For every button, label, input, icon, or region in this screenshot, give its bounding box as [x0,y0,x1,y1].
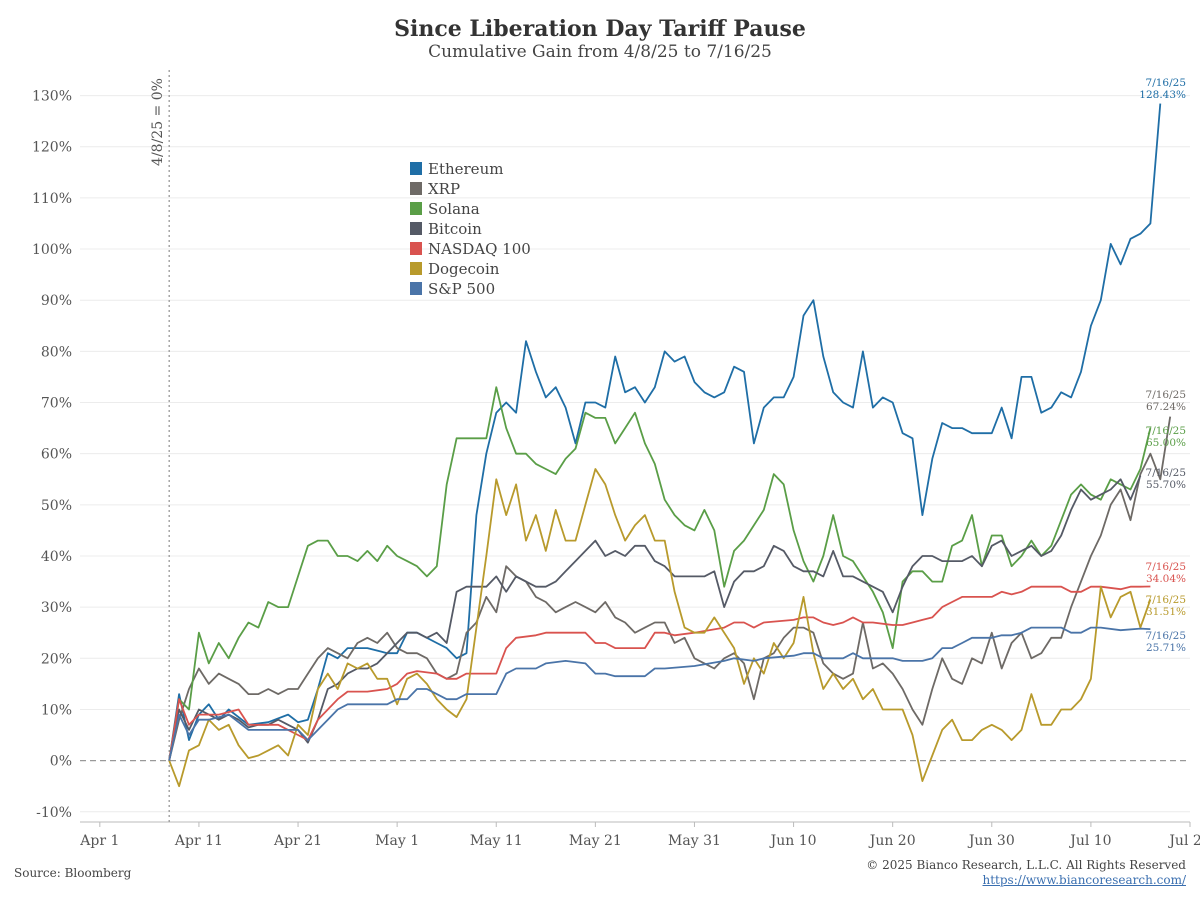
y-tick-label: 100% [32,242,72,258]
y-tick-label: 40% [41,549,72,565]
end-label-date: 7/16/25 [1146,594,1186,606]
copyright-text: © 2025 Bianco Research, L.L.C. All Right… [866,858,1186,872]
x-tick-label: Jun 30 [967,833,1015,849]
x-tick-label: May 1 [375,833,419,849]
series-line-xrp [168,416,1172,761]
x-tick-label: Jul 10 [1068,833,1111,849]
x-tick-label: Jun 10 [769,833,817,849]
chart-subtitle: Cumulative Gain from 4/8/25 to 7/16/25 [428,42,772,62]
legend-swatch [410,162,422,175]
end-label-date: 7/16/25 [1146,467,1186,479]
y-tick-label: 130% [32,89,72,105]
legend-swatch [410,202,422,215]
end-label-date: 7/16/25 [1146,389,1186,401]
end-label-value: 65.00% [1146,437,1186,449]
end-label-value: 55.70% [1146,479,1186,491]
y-tick-label: 50% [41,498,72,514]
legend-swatch [410,222,422,235]
series-line-ethereum [168,103,1162,761]
y-tick-label: 0% [50,754,72,770]
x-tick-label: Jul 20 [1167,833,1200,849]
x-tick-label: May 11 [470,833,523,849]
x-tick-label: Jun 20 [868,833,916,849]
x-tick-label: May 21 [569,833,622,849]
legend-label: XRP [428,180,460,198]
y-tick-label: 70% [41,396,72,412]
y-tick-label: 120% [32,140,72,156]
legend-label: NASDAQ 100 [428,240,531,258]
series-line-s-p-500 [168,626,1151,761]
series-line-solana [168,386,1152,761]
y-tick-label: 110% [32,191,72,207]
end-label-date: 7/16/25 [1146,77,1186,89]
x-tick-label: Apr 21 [273,833,322,849]
series-line-dogecoin [168,468,1152,788]
website-link[interactable]: https://www.biancoresearch.com/ [982,873,1186,887]
legend-label: Solana [428,200,480,218]
x-tick-label: Apr 1 [79,833,119,849]
end-label-date: 7/16/25 [1146,561,1186,573]
end-label-date: 7/16/25 [1146,630,1186,642]
y-tick-label: 30% [41,600,72,616]
legend-label: Dogecoin [428,260,500,278]
end-label-date: 7/16/25 [1146,425,1186,437]
end-label-value: 31.51% [1146,606,1186,618]
series-line-nasdaq-100 [168,585,1151,761]
series-line-bitcoin [168,475,1142,761]
chart-title: Since Liberation Day Tariff Pause [394,16,806,42]
y-tick-label: 10% [41,702,72,718]
legend-label: Bitcoin [428,220,482,238]
end-label-value: 34.04% [1146,573,1186,585]
legend-label: Ethereum [428,160,503,178]
y-tick-label: 80% [41,344,72,360]
end-label-value: 25.71% [1146,642,1186,654]
reference-line-label: 4/8/25 = 0% [150,78,166,166]
end-label-value: 128.43% [1139,89,1186,101]
x-tick-label: Apr 11 [174,833,223,849]
legend-label: S&P 500 [428,280,495,298]
legend-swatch [410,182,422,195]
y-tick-label: 90% [41,293,72,309]
y-tick-label: -10% [36,805,72,821]
y-tick-label: 60% [41,447,72,463]
end-label-value: 67.24% [1146,401,1186,413]
legend-swatch [410,242,422,255]
legend-swatch [410,282,422,295]
legend-swatch [410,262,422,275]
y-tick-label: 20% [41,651,72,667]
source-note: Source: Bloomberg [14,866,132,880]
x-tick-label: May 31 [668,833,721,849]
footer-credits: © 2025 Bianco Research, L.L.C. All Right… [866,858,1186,888]
